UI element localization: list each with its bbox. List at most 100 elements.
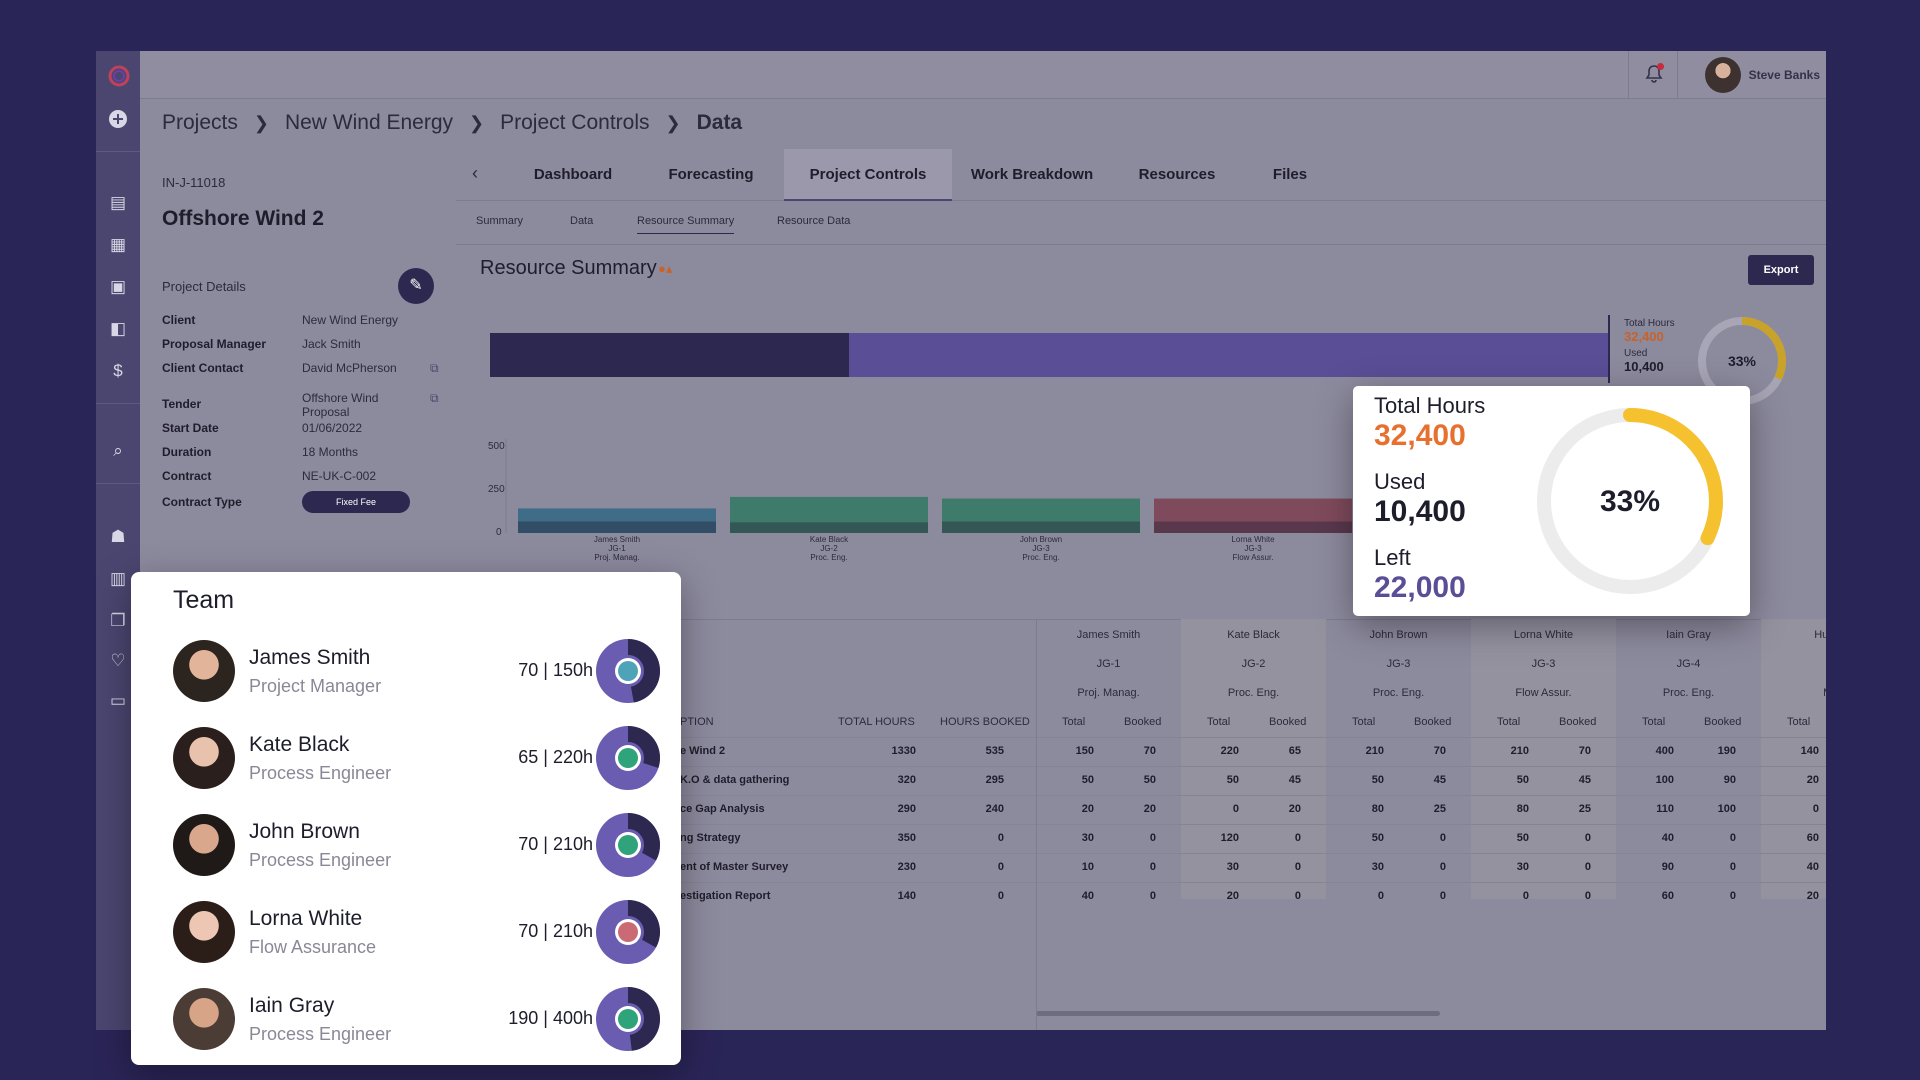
chart-canvas <box>505 439 1580 533</box>
person-column-code: JG-3 <box>1531 658 1556 670</box>
breadcrumb-client[interactable]: New Wind Energy <box>284 111 454 134</box>
team-member-row[interactable]: Iain Gray Process Engineer 190 | 400h <box>173 986 663 1052</box>
external-link-icon[interactable]: ⧉ <box>430 361 439 375</box>
subtab-data[interactable]: Data <box>570 215 594 227</box>
tab-work-breakdown[interactable]: Work Breakdown <box>970 166 1094 183</box>
subtab-bar: Summary Data Resource Summary Resource D… <box>456 201 1826 245</box>
subtab-resource-summary[interactable]: Resource Summary <box>637 215 735 234</box>
notification-dot <box>1657 63 1664 70</box>
user-menu[interactable]: Steve Banks <box>1704 56 1820 94</box>
table-cell: 0 <box>1729 861 1736 873</box>
files-icon[interactable]: ◧ <box>109 319 127 338</box>
column-header-total: Total <box>1207 716 1231 728</box>
member-hours: 70 | 210h <box>518 921 593 941</box>
tab-bar: ‹ Dashboard Forecasting Project Controls… <box>456 149 1826 201</box>
copy-icon[interactable]: ❐ <box>110 611 126 630</box>
document-icon[interactable]: ▦ <box>109 235 127 254</box>
table-cell: 0 <box>1149 832 1156 844</box>
table-cell: 65 <box>1288 745 1301 757</box>
row-description: ce Gap Analysis <box>680 803 765 815</box>
breadcrumb-projects[interactable]: Projects <box>162 111 238 134</box>
resource-table: James Smith JG-1 Proj. Manag. Kate Black JG-… <box>456 619 1826 1030</box>
bar-total <box>942 498 1140 533</box>
notes-icon[interactable]: ▤ <box>109 193 127 212</box>
top-bar: Steve Banks <box>140 51 1826 99</box>
external-link-icon[interactable]: ⧉ <box>430 391 439 405</box>
column-header-total: Total <box>1352 716 1376 728</box>
project-panel: IN-J-11018 Offshore Wind 2 Project Detai… <box>140 155 456 1030</box>
table-cell: 40 <box>1806 861 1819 873</box>
chevron-right-icon: ❯ <box>253 112 269 133</box>
member-hours: 190 | 400h <box>508 1008 593 1028</box>
search-user-icon[interactable]: ⌕ <box>113 441 123 460</box>
building-icon[interactable]: ▥ <box>109 569 127 588</box>
status-dot <box>618 1009 638 1029</box>
notifications-button[interactable] <box>1628 51 1678 99</box>
row-description: ng Strategy <box>680 832 741 844</box>
member-role: Flow Assurance <box>249 937 377 957</box>
member-name: James Smith <box>249 646 371 669</box>
person-column-name: Iain Gray <box>1666 629 1711 641</box>
table-cell: 30 <box>1081 832 1094 844</box>
person-column-role: Proc. Eng. <box>1227 687 1280 699</box>
table-cell: 80 <box>1516 803 1529 815</box>
user-name: Steve Banks <box>1748 68 1820 82</box>
table-cell: 100 <box>1717 803 1736 815</box>
breadcrumb-section[interactable]: Project Controls <box>500 111 650 134</box>
pencil-icon: ✎ <box>409 277 423 294</box>
tab-forecasting[interactable]: Forecasting <box>668 166 754 183</box>
table-cell: 120 <box>1220 832 1239 844</box>
team-member-row[interactable]: James Smith Project Manager 70 | 150h <box>173 638 663 704</box>
column-header-description: PTION <box>680 716 714 728</box>
export-button[interactable]: Export <box>1748 255 1814 285</box>
table-cell: 0 <box>1729 890 1736 902</box>
subtab-summary[interactable]: Summary <box>476 215 524 227</box>
table-cell: 220 <box>1220 745 1239 757</box>
status-dot <box>618 748 638 768</box>
handshake-icon[interactable]: ♡ <box>110 651 126 670</box>
subtab-resource-data[interactable]: Resource Data <box>777 215 851 227</box>
table-cell: 50 <box>1081 774 1094 786</box>
member-hours: 65 | 220h <box>518 747 593 767</box>
table-cell: 40 <box>1661 832 1674 844</box>
edit-button[interactable]: ✎ <box>398 268 434 304</box>
donut-used-arc <box>1537 408 1723 594</box>
person-column-name: Kate Black <box>1227 629 1280 641</box>
avatar <box>173 727 235 789</box>
table-cell: 50 <box>1226 774 1239 786</box>
horizontal-scrollbar[interactable] <box>1036 1011 1440 1016</box>
table-cell: 60 <box>1661 890 1674 902</box>
row-hours-booked: 0 <box>997 861 1004 873</box>
bar-booked <box>1154 521 1352 533</box>
team-icon[interactable]: ☗ <box>110 527 126 546</box>
column-header-booked: Booked <box>1269 716 1307 728</box>
tab-dashboard[interactable]: Dashboard <box>533 166 613 183</box>
bar-booked <box>730 522 928 533</box>
x-axis-label: Kate Black JG-2 Proc. Eng. <box>809 535 849 562</box>
table-cell: 0 <box>1584 832 1591 844</box>
member-utilization-donut <box>596 813 660 877</box>
member-utilization-donut <box>596 900 660 964</box>
row-description: ent of Master Survey <box>680 861 789 873</box>
folder-icon[interactable]: ▭ <box>109 691 127 710</box>
column-header-booked: Booked <box>1414 716 1452 728</box>
team-member-row[interactable]: John Brown Process Engineer 70 | 210h <box>173 812 663 878</box>
member-name: Lorna White <box>249 907 363 930</box>
table-cell: 50 <box>1371 774 1384 786</box>
table-cell: 0 <box>1377 890 1384 902</box>
invoice-icon[interactable]: $ <box>113 361 123 380</box>
add-icon[interactable] <box>108 109 128 129</box>
table-cell: 70 <box>1143 745 1156 757</box>
status-dot <box>618 835 638 855</box>
tab-project-controls[interactable]: Project Controls <box>784 149 952 201</box>
person-column-role: Proj. Manag. <box>1077 687 1140 699</box>
team-member-row[interactable]: Lorna White Flow Assurance 70 | 210h <box>173 899 663 965</box>
tab-resources[interactable]: Resources <box>1138 166 1216 183</box>
project-title: Offshore Wind 2 <box>162 207 324 230</box>
row-hours-booked: 0 <box>997 832 1004 844</box>
member-name: Kate Black <box>249 733 350 756</box>
tab-files[interactable]: Files <box>1272 166 1308 183</box>
calendar-icon[interactable]: ▣ <box>109 277 127 296</box>
chevron-left-icon[interactable]: ‹ <box>472 163 478 183</box>
team-member-row[interactable]: Kate Black Process Engineer 65 | 220h <box>173 725 663 791</box>
